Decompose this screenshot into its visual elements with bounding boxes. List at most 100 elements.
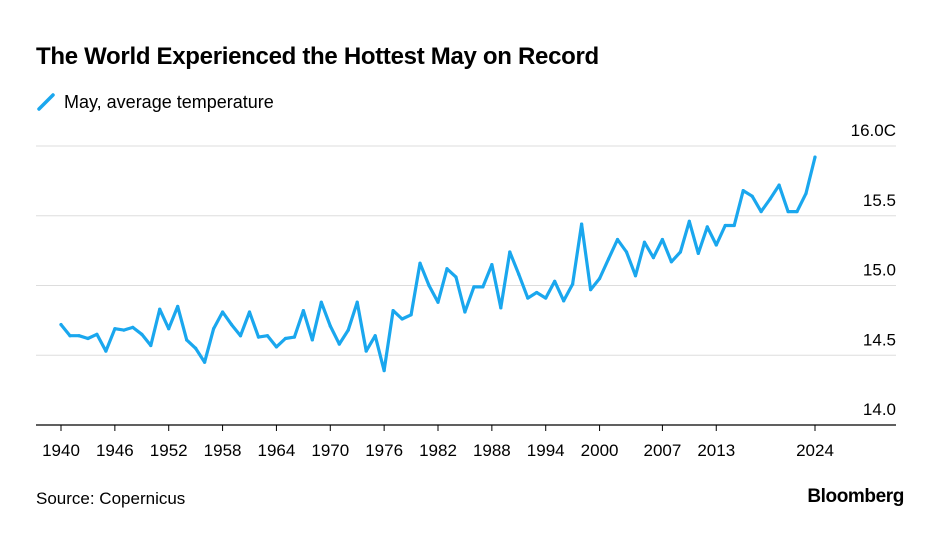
data-point <box>95 332 99 336</box>
data-point <box>436 300 440 304</box>
x-tick-label: 2013 <box>697 441 735 460</box>
data-point <box>472 285 476 289</box>
x-tick-label: 1958 <box>204 441 242 460</box>
x-tick-label: 1946 <box>96 441 134 460</box>
data-point <box>220 310 225 314</box>
data-point <box>238 334 243 338</box>
data-point <box>768 197 772 201</box>
legend-swatch-icon <box>37 93 55 111</box>
data-point <box>526 296 530 300</box>
legend-label: May, average temperature <box>64 91 274 112</box>
data-point <box>624 250 629 254</box>
data-point <box>535 290 539 295</box>
data-point <box>418 261 422 265</box>
x-tick-label: 1994 <box>527 441 565 460</box>
data-point <box>651 256 656 260</box>
data-point <box>328 324 332 328</box>
data-point <box>562 299 566 303</box>
x-tick-label: 1952 <box>150 441 188 460</box>
data-point <box>68 334 72 338</box>
y-tick-label: 14.5 <box>863 330 896 349</box>
data-point <box>364 349 368 353</box>
x-tick-label: 2024 <box>796 441 834 460</box>
data-point <box>229 322 234 327</box>
data-point <box>660 237 665 242</box>
data-point <box>122 328 126 332</box>
data-point <box>176 304 180 309</box>
bloomberg-logo: Bloomberg <box>807 486 904 507</box>
data-point <box>382 368 386 373</box>
data-point <box>517 272 521 276</box>
y-tick-label: 16.0C <box>851 121 896 140</box>
data-point <box>373 334 377 338</box>
x-tick-label: 1940 <box>42 441 80 460</box>
data-point <box>597 276 602 281</box>
data-point <box>149 343 153 348</box>
data-point <box>346 328 350 332</box>
data-point <box>158 307 162 311</box>
data-point <box>714 243 718 247</box>
data-point <box>669 260 673 264</box>
data-point <box>580 222 584 226</box>
y-tick-label: 15.5 <box>863 191 896 210</box>
x-tick-label: 1988 <box>473 441 511 460</box>
legend: May, average temperature <box>36 90 274 114</box>
data-point <box>292 335 296 339</box>
data-point <box>283 336 288 341</box>
data-point <box>355 300 359 304</box>
data-point <box>544 296 548 300</box>
data-point <box>687 219 691 223</box>
data-point <box>553 279 557 283</box>
data-point <box>247 310 252 314</box>
data-point <box>804 191 808 196</box>
data-point <box>463 310 467 314</box>
data-point <box>705 225 709 229</box>
data-point <box>759 209 763 214</box>
data-point <box>337 342 341 346</box>
data-point <box>427 283 431 288</box>
data-point <box>319 300 323 304</box>
data-point <box>454 275 458 279</box>
data-point <box>813 155 817 159</box>
data-point <box>104 349 108 353</box>
data-point <box>786 209 790 214</box>
data-point <box>265 334 270 338</box>
data-point <box>310 338 314 342</box>
data-point <box>194 346 198 350</box>
data-point <box>185 338 189 342</box>
data-point <box>131 325 135 329</box>
data-point <box>490 262 494 267</box>
data-point <box>588 288 593 292</box>
data-point <box>301 309 305 313</box>
data-point <box>481 285 485 289</box>
data-point <box>777 183 781 187</box>
x-tick-label: 1982 <box>419 441 457 460</box>
x-tick-label: 1976 <box>365 441 403 460</box>
series-line <box>59 155 817 373</box>
y-tick-label: 15.0 <box>863 261 896 280</box>
data-point <box>750 194 754 198</box>
data-point <box>167 327 171 331</box>
x-tick-label: 1970 <box>311 441 349 460</box>
data-point <box>642 240 647 244</box>
data-point <box>409 313 413 317</box>
y-tick-label: 14.0 <box>863 400 896 419</box>
data-point <box>508 250 512 254</box>
data-point <box>696 251 700 256</box>
data-point <box>606 257 611 261</box>
data-point <box>203 360 207 364</box>
data-point <box>499 306 503 310</box>
x-tick-label: 2007 <box>643 441 681 460</box>
chart-title: The World Experienced the Hottest May on… <box>36 43 599 70</box>
data-point <box>633 274 638 278</box>
data-point <box>732 223 736 228</box>
data-point <box>723 223 727 228</box>
data-point <box>59 322 63 327</box>
data-point <box>77 334 81 338</box>
x-tick-label: 1964 <box>258 441 296 460</box>
data-point <box>571 282 575 286</box>
source-note: Source: Copernicus <box>36 489 186 508</box>
x-tick-label: 2000 <box>581 441 619 460</box>
data-point <box>445 267 449 271</box>
